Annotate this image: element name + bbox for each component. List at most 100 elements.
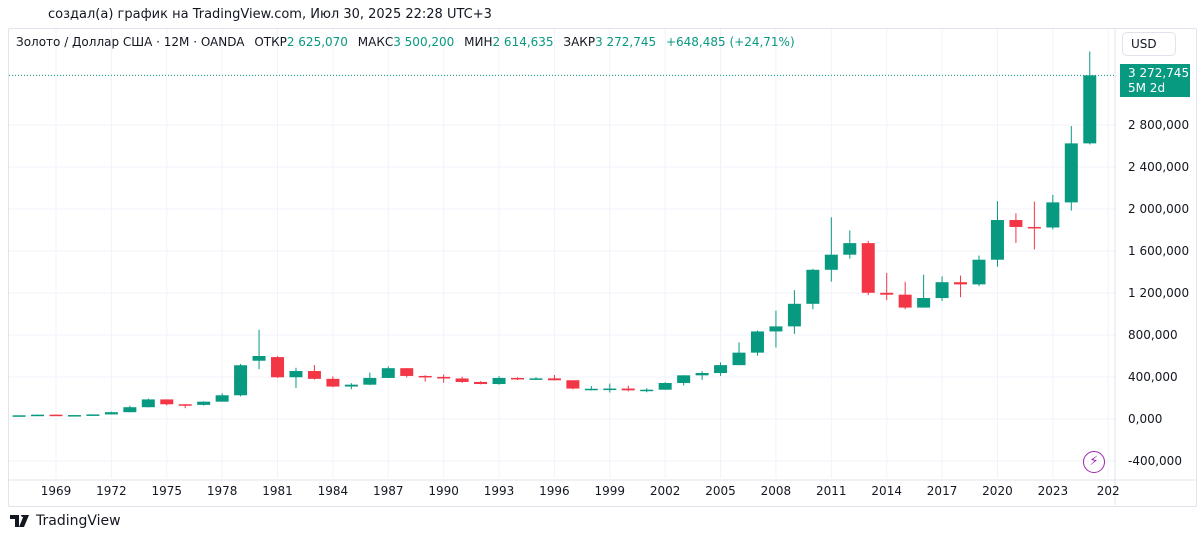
candle-body [935, 282, 949, 299]
candle-2013[interactable] [861, 240, 875, 296]
candle-1970[interactable] [67, 414, 81, 417]
currency-button[interactable]: USD [1122, 32, 1176, 56]
candle-1982[interactable] [289, 367, 303, 388]
low-value: 2 614,635 [492, 35, 554, 49]
candle-body [104, 412, 118, 415]
candle-1967[interactable] [12, 415, 26, 417]
candle-2004[interactable] [695, 371, 709, 380]
candle-2017[interactable] [935, 276, 949, 301]
x-tick-label: 2014 [871, 484, 902, 498]
symbol-title[interactable]: Золото / Доллар США · 12M · OANDA [16, 35, 245, 49]
candle-2011[interactable] [824, 217, 838, 282]
candle-body [215, 395, 229, 402]
candle-body [67, 415, 81, 417]
candle-1986[interactable] [363, 372, 377, 386]
candle-2021[interactable] [1009, 213, 1023, 243]
candle-1987[interactable] [381, 366, 395, 379]
candle-2009[interactable] [787, 290, 801, 334]
candle-2016[interactable] [917, 274, 931, 308]
candle-1984[interactable] [326, 376, 340, 388]
candle-body [197, 401, 211, 405]
candle-2008[interactable] [769, 310, 783, 348]
candle-1973[interactable] [123, 405, 137, 413]
candle-1976[interactable] [178, 404, 192, 409]
candle-1968[interactable] [31, 414, 45, 417]
candle-1981[interactable] [271, 356, 285, 378]
candle-body [972, 259, 986, 285]
candle-2000[interactable] [621, 385, 635, 392]
candle-2005[interactable] [714, 362, 728, 376]
candle-2025[interactable] [1083, 51, 1097, 145]
candle-2002[interactable] [658, 382, 672, 390]
candle-1999[interactable] [603, 383, 617, 393]
candle-body [880, 292, 894, 295]
candle-1969[interactable] [49, 414, 63, 417]
candle-1988[interactable] [400, 368, 414, 378]
candle-body [603, 388, 617, 391]
y-tick-label: 2 800,000 [1128, 118, 1189, 132]
candle-body [252, 356, 266, 361]
high-label: МАКС [357, 35, 394, 49]
candle-1977[interactable] [197, 401, 211, 406]
candle-1991[interactable] [455, 376, 469, 383]
candle-body [344, 384, 358, 387]
candle-2012[interactable] [843, 230, 857, 259]
candle-2014[interactable] [880, 272, 894, 301]
candle-body [584, 388, 598, 391]
candle-1980[interactable] [252, 329, 266, 370]
candle-1972[interactable] [104, 411, 118, 415]
candle-body [418, 375, 432, 378]
x-tick-label: 202 [1097, 484, 1120, 498]
lightning-icon[interactable]: ⚡︎ [1083, 451, 1105, 473]
candle-2001[interactable] [640, 388, 654, 393]
candle-body [658, 382, 672, 390]
candle-body [31, 414, 45, 417]
candles [9, 51, 1115, 417]
candle-1971[interactable] [86, 414, 100, 416]
candle-1985[interactable] [344, 383, 358, 390]
y-tick-label: 1 600,000 [1128, 244, 1189, 258]
candle-body [437, 376, 451, 379]
chart-frame [8, 28, 1197, 507]
candle-1989[interactable] [418, 375, 432, 382]
candle-2007[interactable] [750, 330, 764, 356]
candle-1994[interactable] [511, 377, 524, 381]
candle-2003[interactable] [677, 375, 691, 386]
candle-body [843, 243, 857, 255]
candle-body [1009, 220, 1023, 227]
tradingview-logo[interactable]: TradingView [10, 513, 121, 529]
candle-2018[interactable] [954, 275, 968, 298]
candle-2015[interactable] [898, 281, 912, 310]
candle-1975[interactable] [160, 399, 174, 406]
candle-2006[interactable] [732, 342, 746, 366]
x-tick-label: 2017 [927, 484, 958, 498]
candle-2019[interactable] [972, 255, 986, 287]
candle-1983[interactable] [307, 365, 321, 380]
candle-1993[interactable] [492, 376, 506, 385]
candle-2010[interactable] [806, 268, 820, 310]
y-tick-label: 800,000 [1128, 328, 1178, 342]
candle-1974[interactable] [141, 398, 155, 408]
candle-1995[interactable] [529, 377, 543, 380]
candle-1979[interactable] [234, 363, 248, 397]
candle-1990[interactable] [437, 374, 451, 383]
candle-2020[interactable] [990, 201, 1004, 267]
candle-1998[interactable] [584, 386, 598, 391]
x-tick-label: 1969 [41, 484, 72, 498]
candle-2022[interactable] [1027, 201, 1041, 250]
candle-2024[interactable] [1064, 126, 1078, 211]
last-price-label: 3 272,745 5M 2d [1120, 64, 1190, 97]
candle-1992[interactable] [474, 381, 488, 385]
candle-body [990, 220, 1004, 260]
candle-1996[interactable] [547, 375, 561, 381]
x-tick-label: 1999 [595, 484, 626, 498]
candle-body [806, 269, 820, 304]
candle-2023[interactable] [1046, 194, 1060, 230]
tradingview-logo-icon [10, 515, 29, 527]
candle-1978[interactable] [215, 393, 229, 402]
x-tick-label: 1987 [373, 484, 404, 498]
candle-1997[interactable] [566, 380, 580, 390]
watermark-text: создал(а) график на TradingView.com, Июл… [48, 7, 492, 22]
candle-body [824, 254, 838, 270]
